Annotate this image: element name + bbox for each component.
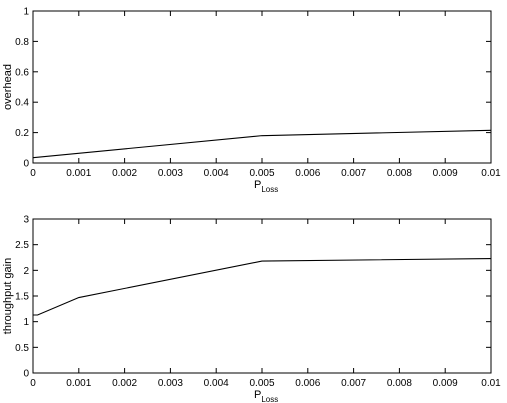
x-tick-label: 0.004 (204, 378, 229, 389)
y-tick-label: 0.6 (15, 67, 29, 78)
x-tick-label: 0.004 (204, 168, 229, 179)
x-tick-label: 0.01 (481, 168, 501, 179)
x-tick-label: 0.008 (387, 168, 412, 179)
x-tick-label: 0 (30, 378, 36, 389)
y-tick-label: 0.4 (15, 98, 29, 109)
x-axis-label: PLoss (254, 179, 278, 194)
y-tick-label: 0.5 (15, 343, 29, 354)
x-tick-label: 0.009 (433, 168, 458, 179)
y-axis-label: overhead (2, 64, 14, 110)
x-tick-label: 0.002 (112, 378, 137, 389)
x-tick-label: 0.002 (112, 168, 137, 179)
y-tick-label: 2.5 (15, 240, 29, 251)
x-tick-label: 0.007 (341, 378, 366, 389)
plot-frame (32, 10, 492, 164)
x-axis-label-main: P (254, 179, 261, 191)
x-tick-label: 0.01 (481, 378, 501, 389)
x-tick-label: 0.005 (249, 168, 274, 179)
y-tick-label: 1.5 (15, 292, 29, 303)
x-axis-label-subscript: Loss (261, 185, 278, 194)
chart-1: 0 0.001 0.002 0.003 0.004 0.005 0.006 0.007 0.00… (2, 7, 501, 195)
y-tick-label: 0.8 (15, 37, 29, 48)
x-tick-label: 0.009 (433, 378, 458, 389)
series-line-1 (33, 257, 492, 316)
x-tick-label: 0 (30, 168, 36, 179)
y-tick-label: 2 (23, 266, 29, 277)
series-line-1 (32, 129, 492, 159)
x-tick-label: 0.008 (387, 378, 412, 389)
x-axis-label-subscript: Loss (261, 395, 278, 403)
x-axis-label: PLoss (254, 389, 278, 403)
x-tick-label: 0.003 (158, 168, 183, 179)
y-tick-label: 0 (23, 369, 29, 380)
chart-2: 0 0.001 0.002 0.003 0.004 0.005 0.006 0.007 0.00… (2, 215, 501, 403)
x-tick-label: 0.005 (249, 378, 274, 389)
y-tick-label: 0.2 (15, 128, 29, 139)
x-tick-label: 0.001 (66, 378, 91, 389)
x-tick-label: 0.001 (66, 168, 91, 179)
x-tick-label: 0.003 (158, 378, 183, 389)
y-axis-label: throughput gain (2, 258, 14, 334)
x-tick-label: 0.006 (295, 378, 320, 389)
y-tick-label: 1 (23, 317, 29, 328)
x-tick-label: 0.006 (295, 168, 320, 179)
y-tick-label: 1 (23, 7, 29, 18)
x-tick-label: 0.007 (341, 168, 366, 179)
y-tick-label: 0 (23, 159, 29, 170)
plot-frame (32, 218, 492, 374)
y-tick-label: 3 (23, 215, 29, 226)
x-axis-label-main: P (254, 389, 261, 401)
